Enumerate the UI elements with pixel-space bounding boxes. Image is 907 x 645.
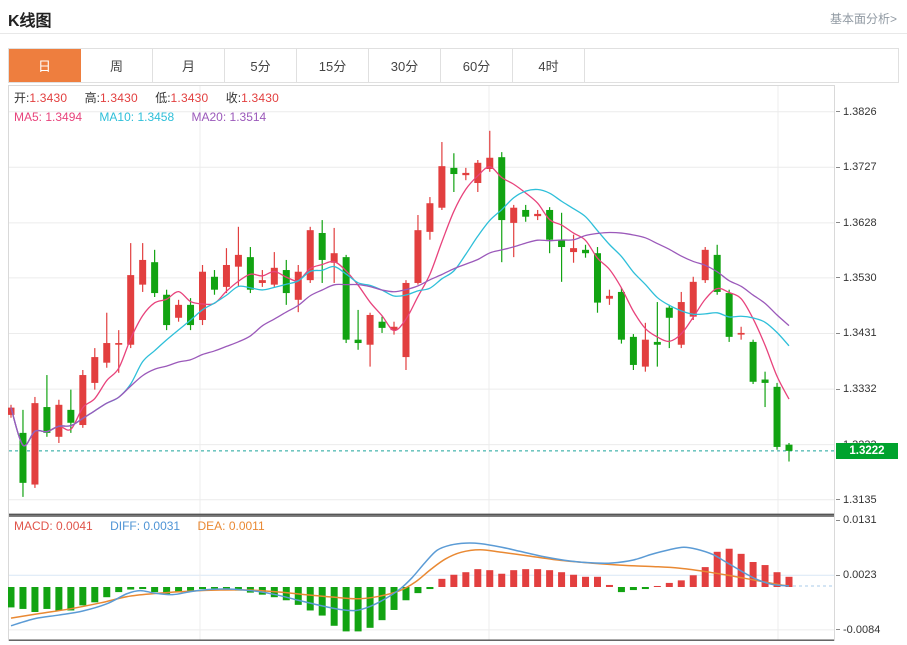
ma20-legend: MA20: 1.3514 xyxy=(191,110,267,124)
ohlc-legend: 开:1.3430 高:1.3430 低:1.3430 收:1.3430 xyxy=(14,89,293,106)
macd-tick-label: 0.0131 xyxy=(836,512,898,528)
price-tick-label: 1.3431 xyxy=(836,325,898,341)
open-value: 1.3430 xyxy=(29,91,68,105)
tab-day[interactable]: 日 xyxy=(9,49,81,82)
tab-60min[interactable]: 60分 xyxy=(441,49,513,82)
low-label: 低: xyxy=(155,91,171,105)
price-tick-label: 1.3530 xyxy=(836,270,898,286)
current-price-badge: 1.3222 xyxy=(836,442,898,459)
price-tick-label: 1.3826 xyxy=(836,104,898,120)
tab-5min[interactable]: 5分 xyxy=(225,49,297,82)
low-value: 1.3430 xyxy=(170,91,209,105)
price-tick-label: 1.3727 xyxy=(836,159,898,175)
tab-week[interactable]: 周 xyxy=(81,49,153,82)
price-tick-label: 1.3135 xyxy=(836,492,898,508)
high-value: 1.3430 xyxy=(99,91,138,105)
open-label: 开: xyxy=(14,91,30,105)
tab-4hour[interactable]: 4时 xyxy=(513,49,585,82)
price-tick-label: 1.3332 xyxy=(836,381,898,397)
close-label: 收: xyxy=(225,91,242,105)
candlestick-chart[interactable] xyxy=(8,85,835,515)
ma10-legend: MA10: 1.3458 xyxy=(99,110,175,124)
ma5-legend: MA5: 1.3494 xyxy=(14,110,83,124)
macd-value-legend: MACD: 0.0041 xyxy=(14,519,93,533)
macd-legend: MACD: 0.0041 DIFF: 0.0031 DEA: 0.0011 xyxy=(14,519,279,533)
macd-chart[interactable] xyxy=(8,515,835,641)
tab-15min[interactable]: 15分 xyxy=(297,49,369,82)
dea-value-legend: DEA: 0.0011 xyxy=(197,519,265,533)
ma-legend: MA5: 1.3494 MA10: 1.3458 MA20: 1.3514 xyxy=(14,110,280,124)
high-label: 高: xyxy=(84,91,100,105)
header-divider xyxy=(0,33,907,34)
fundamental-analysis-link[interactable]: 基本面分析> xyxy=(829,12,897,26)
macd-tick-label: -0.0084 xyxy=(836,622,898,638)
tab-30min[interactable]: 30分 xyxy=(369,49,441,82)
price-tick-label: 1.3628 xyxy=(836,215,898,231)
chart-area: 开:1.3430 高:1.3430 低:1.3430 收:1.3430 MA5:… xyxy=(8,85,899,641)
close-value: 1.3430 xyxy=(241,91,280,105)
tab-month[interactable]: 月 xyxy=(153,49,225,82)
period-tabbar: 日 周 月 5分 15分 30分 60分 4时 xyxy=(8,48,899,83)
macd-tick-label: 0.0023 xyxy=(836,567,898,583)
diff-value-legend: DIFF: 0.0031 xyxy=(110,519,181,533)
page-title: K线图 xyxy=(8,13,52,30)
